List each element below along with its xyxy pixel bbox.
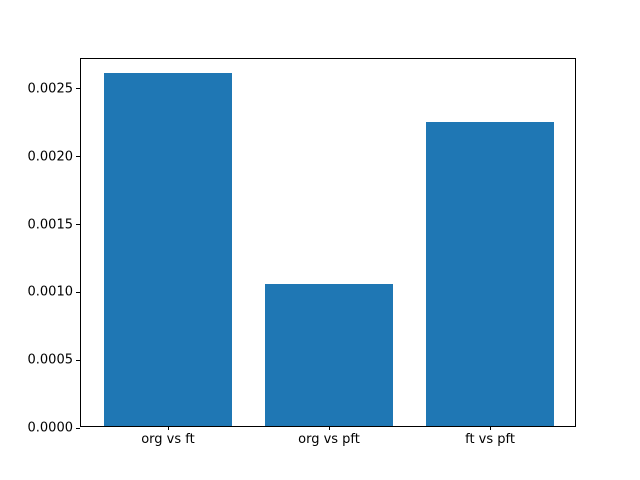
x-tick-label: org vs pft bbox=[298, 432, 360, 448]
y-tick-label: 0.0010 bbox=[27, 284, 74, 300]
plot-area: org vs ft org vs pft ft vs pft 0.0000 0.0005… bbox=[28, 57, 576, 446]
y-tick-label: 0.0020 bbox=[27, 149, 74, 165]
y-tick-label: 0.0015 bbox=[27, 217, 74, 233]
y-tick-label: 0.0000 bbox=[27, 420, 74, 436]
bar-org-vs-ft bbox=[103, 73, 233, 427]
x-tick-mark bbox=[329, 426, 330, 431]
x-tick-label: org vs ft bbox=[141, 432, 195, 448]
bar-ft-vs-pft bbox=[425, 122, 555, 427]
x-tick-mark bbox=[167, 426, 169, 431]
y-tick-mark bbox=[76, 359, 80, 361]
y-tick-mark bbox=[76, 291, 80, 293]
x-tick-label: ft vs pft bbox=[465, 432, 515, 448]
y-tick-mark bbox=[76, 427, 80, 429]
y-tick-mark bbox=[76, 224, 80, 226]
y-tick-mark bbox=[76, 88, 80, 90]
bar-org-vs-pft bbox=[264, 283, 394, 427]
y-tick-label: 0.0025 bbox=[27, 81, 74, 97]
x-tick-mark bbox=[490, 426, 492, 431]
y-tick-label: 0.0005 bbox=[27, 352, 74, 368]
y-tick-mark bbox=[76, 156, 80, 158]
